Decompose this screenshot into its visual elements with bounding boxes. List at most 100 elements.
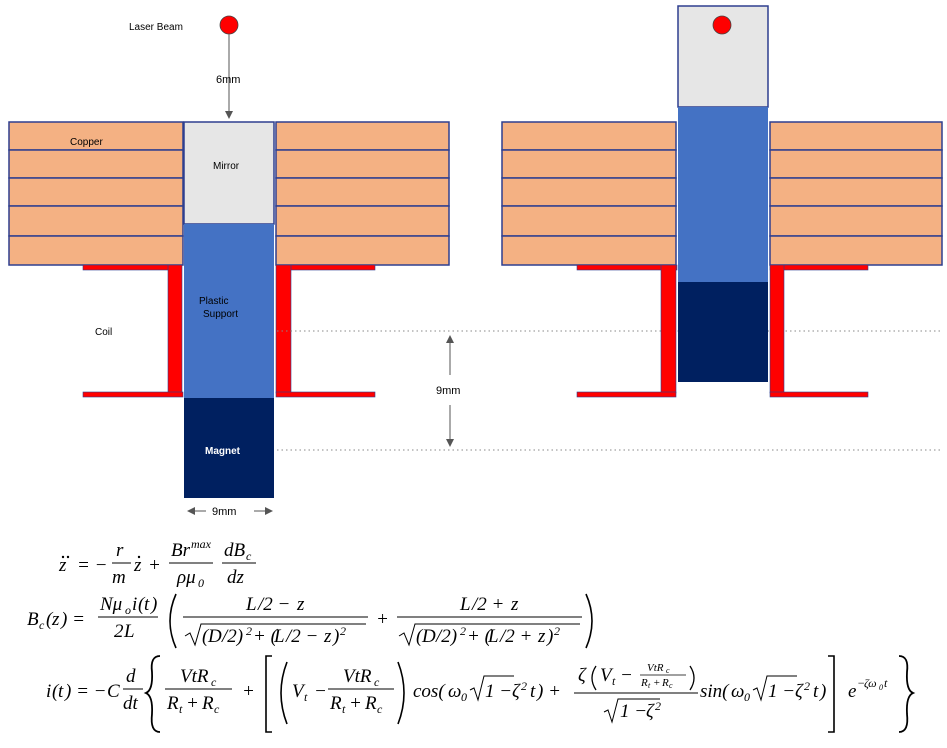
svg-text:c: c	[246, 549, 252, 563]
svg-text:t: t	[342, 702, 346, 716]
svg-text:2: 2	[246, 624, 252, 638]
svg-text:d: d	[126, 666, 136, 687]
svg-text:/2): /2)	[435, 626, 457, 647]
svg-text:R: R	[329, 693, 342, 714]
laser-beam-label: Laser Beam	[129, 22, 183, 33]
svg-text:): )	[332, 626, 339, 647]
svg-text:2: 2	[521, 679, 527, 693]
svg-text:/2 +: /2 +	[499, 626, 532, 647]
travel-dimension-label: 9mm	[436, 385, 460, 397]
svg-text:ζ: ζ	[795, 681, 804, 702]
svg-text:c: c	[214, 702, 220, 716]
svg-text:(: (	[202, 626, 210, 647]
svg-text:C: C	[107, 681, 120, 702]
svg-text:2: 2	[655, 699, 661, 713]
svg-text:ω: ω	[731, 681, 744, 702]
svg-text:ρμ: ρμ	[176, 567, 196, 588]
svg-text:0: 0	[744, 690, 750, 704]
copper-winding-left-2	[501, 121, 677, 266]
magnet-block-2	[678, 282, 768, 382]
svg-text:): )	[150, 594, 157, 615]
svg-text:r: r	[116, 540, 124, 561]
svg-text:+: +	[653, 677, 660, 689]
svg-text:/2 −: /2 −	[285, 626, 318, 647]
svg-text:z: z	[51, 609, 60, 630]
svg-text:c: c	[39, 618, 45, 632]
svg-text:c: c	[211, 675, 217, 689]
svg-text:D: D	[421, 626, 436, 647]
svg-text:): )	[546, 626, 553, 647]
copper-label: Copper	[70, 137, 103, 148]
svg-text:max: max	[191, 537, 212, 551]
svg-text:dz: dz	[227, 567, 245, 588]
svg-text:L: L	[487, 626, 499, 647]
svg-text:−: −	[857, 676, 865, 690]
svg-text:ζ: ζ	[646, 701, 655, 722]
svg-text:i: i	[46, 681, 51, 702]
magnet-block	[184, 398, 274, 498]
svg-text:+: +	[376, 609, 389, 630]
svg-text:/2 +: /2 +	[471, 594, 504, 615]
copper-winding-left	[8, 121, 184, 266]
svg-text:D: D	[207, 626, 222, 647]
svg-text:1 −: 1 −	[485, 681, 512, 702]
svg-text:B: B	[27, 609, 39, 630]
svg-text:dB: dB	[224, 540, 246, 561]
svg-text:(: (	[46, 609, 54, 630]
svg-text:Br: Br	[171, 540, 191, 561]
bobbin-left-2	[576, 264, 678, 398]
svg-text:t: t	[58, 681, 64, 702]
svg-text:/2): /2)	[221, 626, 243, 647]
svg-text:+ (: + (	[467, 626, 493, 647]
svg-text:z: z	[296, 594, 305, 615]
svg-text:) = −: ) = −	[64, 681, 106, 702]
svg-text:t: t	[612, 674, 616, 688]
svg-text:2: 2	[340, 624, 346, 638]
svg-text:ω: ω	[448, 681, 461, 702]
svg-text:t: t	[530, 681, 536, 702]
svg-text:+: +	[242, 681, 255, 702]
svg-text:t: t	[179, 702, 183, 716]
mirror-label: Mirror	[213, 161, 240, 172]
plastic-support-block	[184, 224, 274, 398]
bobbin-right-2	[769, 264, 869, 398]
svg-text:ζ: ζ	[578, 665, 587, 686]
svg-text:t: t	[813, 681, 819, 702]
svg-text:L: L	[459, 594, 471, 615]
svg-text:c: c	[666, 666, 670, 675]
svg-text:dt: dt	[123, 693, 139, 714]
svg-text:0: 0	[461, 690, 467, 704]
plastic-support-block-2	[678, 107, 768, 282]
svg-text:cos(: cos(	[413, 681, 446, 702]
svg-text:−: −	[620, 665, 633, 686]
svg-text:z: z	[510, 594, 519, 615]
svg-text:Nμ: Nμ	[99, 594, 122, 615]
svg-text:V: V	[292, 681, 306, 702]
svg-text:m: m	[112, 567, 126, 588]
travel-dimension: 9mm	[277, 330, 942, 451]
svg-text:c: c	[377, 702, 383, 716]
copper-winding-right-2	[769, 121, 943, 266]
svg-text:0: 0	[879, 683, 883, 692]
svg-text:/2 −: /2 −	[257, 594, 290, 615]
svg-text:= −: = −	[77, 555, 107, 576]
svg-text:c: c	[374, 675, 380, 689]
svg-text:R: R	[661, 677, 669, 689]
svg-text:L: L	[245, 594, 257, 615]
svg-text:t: t	[304, 690, 308, 704]
svg-text:1 −: 1 −	[768, 681, 795, 702]
svg-text:V: V	[600, 665, 614, 686]
svg-text:c: c	[669, 681, 673, 690]
svg-text:VtR: VtR	[343, 666, 372, 687]
svg-text:R: R	[166, 693, 179, 714]
bobbin-right	[275, 264, 376, 398]
coil-label: Coil	[95, 327, 112, 338]
svg-text:L: L	[123, 621, 135, 642]
plastic-support-label-line2: Support	[203, 309, 238, 320]
magnet-label: Magnet	[205, 446, 241, 457]
svg-text:(: (	[52, 681, 60, 702]
svg-text:L: L	[273, 626, 285, 647]
svg-text:(: (	[416, 626, 424, 647]
svg-text:z: z	[323, 626, 332, 647]
right-assembly	[501, 5, 943, 398]
